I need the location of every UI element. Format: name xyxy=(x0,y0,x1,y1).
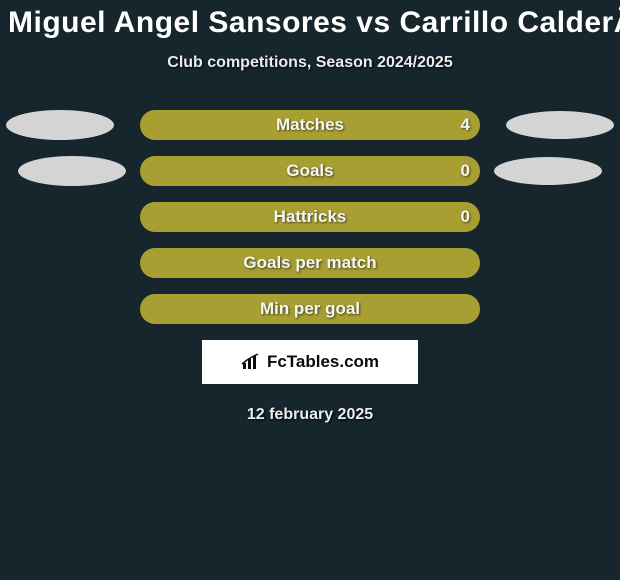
comparison-chart: Matches4 Goals0 Hattricks0 Goals per match M… xyxy=(0,110,620,324)
stat-bar xyxy=(140,248,480,278)
stat-row: Hattricks0 xyxy=(0,202,620,232)
stat-row: Matches4 xyxy=(0,110,620,140)
player-left-ellipse xyxy=(18,156,126,186)
stat-row: Min per goal xyxy=(0,294,620,324)
player-right-ellipse xyxy=(494,157,602,185)
bar-track: Min per goal xyxy=(140,294,480,324)
subtitle: Club competitions, Season 2024/2025 xyxy=(0,54,620,72)
stat-row: Goals0 xyxy=(0,156,620,186)
brand-chart-icon xyxy=(241,353,263,371)
brand-box[interactable]: FcTables.com xyxy=(202,340,418,384)
bar-track: Matches4 xyxy=(140,110,480,140)
player-left-ellipse xyxy=(6,110,114,140)
brand-box-inner: FcTables.com xyxy=(241,352,379,372)
bar-track: Goals0 xyxy=(140,156,480,186)
stat-bar xyxy=(140,110,480,140)
bar-track: Hattricks0 xyxy=(140,202,480,232)
footer-date: 12 february 2025 xyxy=(0,406,620,424)
bar-track: Goals per match xyxy=(140,248,480,278)
page-title: Miguel Angel Sansores vs Carrillo Calder… xyxy=(0,0,620,44)
stat-bar xyxy=(140,294,480,324)
brand-label: FcTables.com xyxy=(267,352,379,372)
stat-bar xyxy=(140,156,480,186)
player-right-ellipse xyxy=(506,111,614,139)
stat-row: Goals per match xyxy=(0,248,620,278)
stat-bar xyxy=(140,202,480,232)
